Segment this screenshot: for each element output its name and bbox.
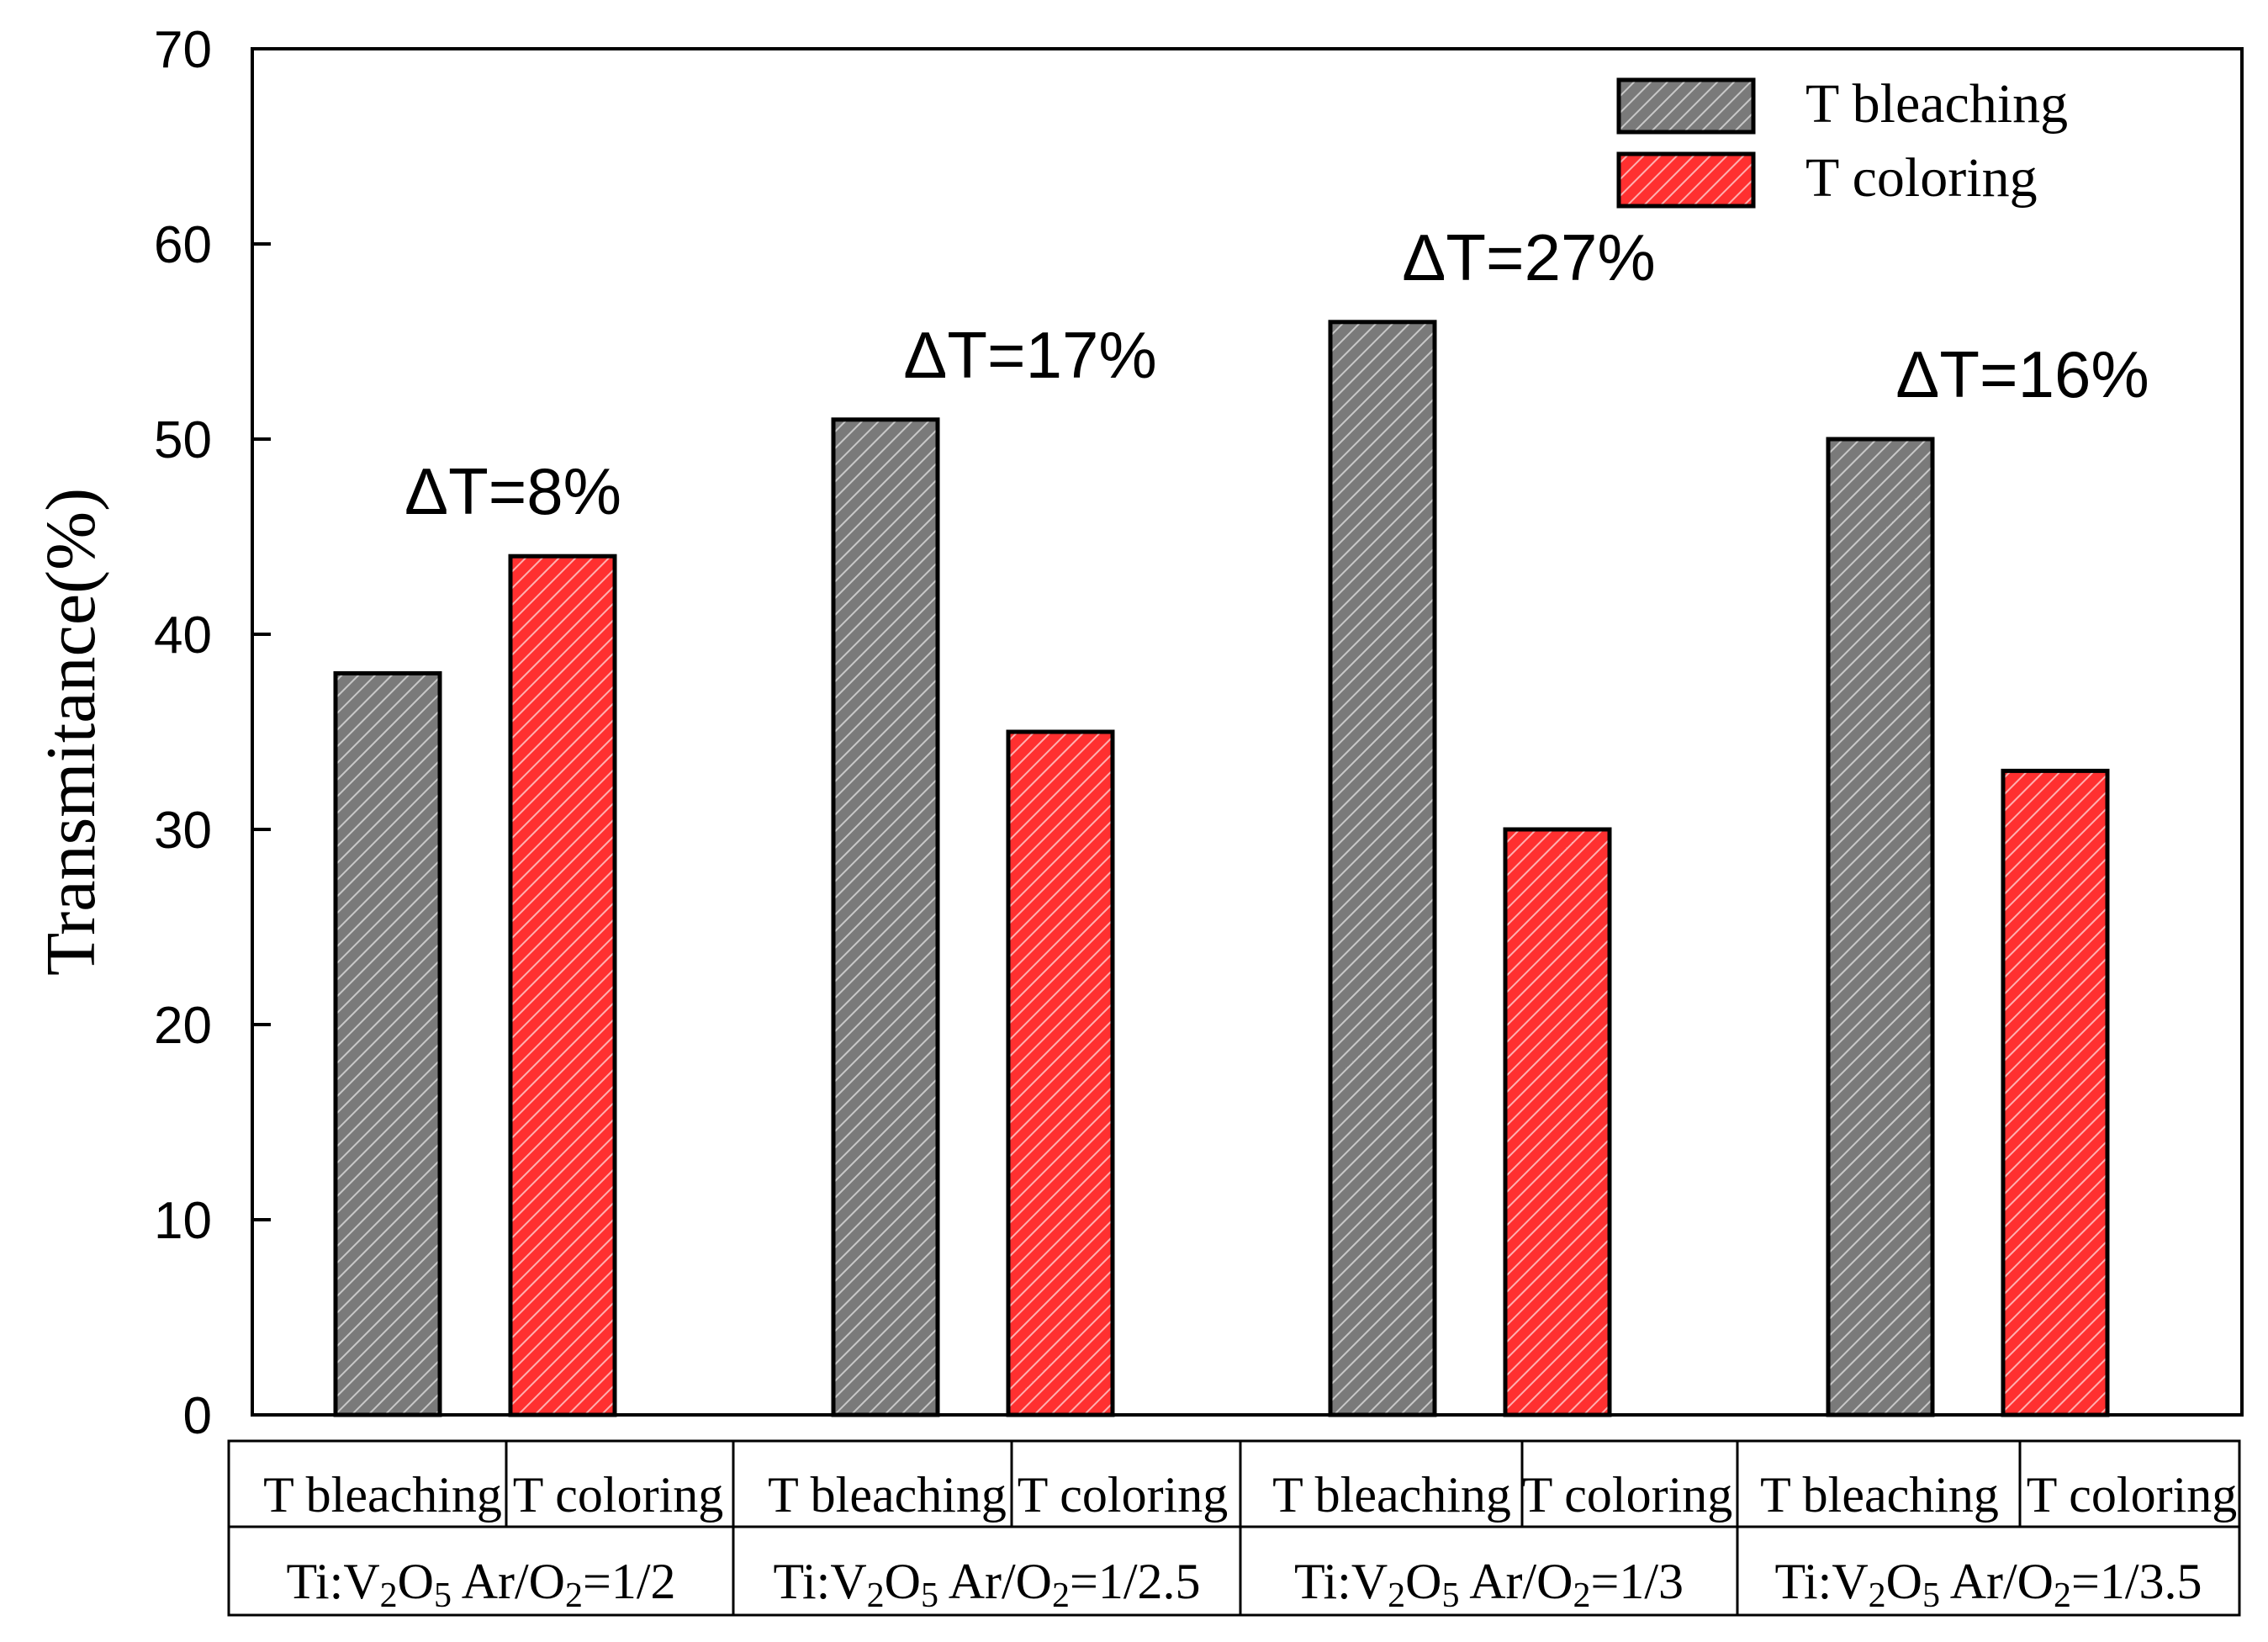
- subscript: 2: [380, 1576, 398, 1615]
- y-tick-label: 40: [154, 606, 212, 665]
- bar-bleaching: [1826, 437, 1935, 1417]
- label-part: Ti:V: [1294, 1554, 1388, 1609]
- label-part: Ar/O: [1460, 1554, 1573, 1609]
- subscript: 2: [1388, 1576, 1405, 1615]
- bar-coloring: [1006, 729, 1115, 1417]
- subscript: 5: [434, 1576, 452, 1615]
- delta-annotation: ΔT=8%: [404, 454, 621, 528]
- subscript: 2: [1869, 1576, 1886, 1615]
- subscript: 2: [1573, 1576, 1591, 1615]
- subscript: 2: [1052, 1576, 1070, 1615]
- y-tick-label: 0: [183, 1387, 212, 1445]
- table-sub-label: T bleaching: [1272, 1467, 1511, 1523]
- legend-label: T bleaching: [1805, 73, 2068, 135]
- label-part: O: [885, 1554, 921, 1609]
- label-part: Ar/O: [1940, 1554, 2054, 1609]
- bar-coloring: [2001, 768, 2110, 1417]
- subscript: 2: [2054, 1576, 2071, 1615]
- label-part: =1/3: [1591, 1554, 1684, 1609]
- subscript: 5: [1442, 1576, 1460, 1615]
- label-part: O: [1886, 1554, 1922, 1609]
- table-sub-label: T bleaching: [1760, 1467, 1999, 1523]
- label-part: Ti:V: [1774, 1554, 1868, 1609]
- bar-bleaching: [333, 670, 442, 1417]
- table-sub-label: T coloring: [2027, 1467, 2238, 1523]
- label-part: O: [1405, 1554, 1441, 1609]
- y-tick-label: 60: [154, 216, 212, 274]
- table-sub-label: T coloring: [1018, 1467, 1229, 1523]
- label-part: Ar/O: [938, 1554, 1052, 1609]
- table-sub-label: T bleaching: [263, 1467, 502, 1523]
- legend-label: T coloring: [1805, 147, 2038, 209]
- y-tick-label: 10: [154, 1192, 212, 1250]
- y-axis-label: Transmitance(%): [32, 488, 110, 976]
- label-part: =1/2: [583, 1554, 676, 1609]
- subscript: 2: [867, 1576, 885, 1615]
- bar-bleaching: [831, 417, 940, 1417]
- y-tick-label: 30: [154, 802, 212, 860]
- y-tick-label: 70: [154, 21, 212, 79]
- y-tick-label: 20: [154, 997, 212, 1055]
- legend-swatch: [1616, 77, 1756, 135]
- table-sub-label: T coloring: [513, 1467, 724, 1523]
- legend-swatch: [1616, 151, 1756, 209]
- y-tick-label: 50: [154, 411, 212, 469]
- bar-coloring: [1503, 827, 1612, 1417]
- subscript: 2: [565, 1576, 583, 1615]
- label-part: Ti:V: [773, 1554, 866, 1609]
- label-part: =1/2.5: [1070, 1554, 1201, 1609]
- subscript: 5: [1922, 1576, 1940, 1615]
- delta-annotation: ΔT=16%: [1895, 337, 2149, 411]
- delta-annotation: ΔT=17%: [903, 318, 1156, 392]
- table-sub-label: T bleaching: [768, 1467, 1007, 1523]
- label-part: =1/3.5: [2071, 1554, 2202, 1609]
- table-group-label: Ti:V2O5 Ar/O2=1/2: [286, 1554, 675, 1615]
- label-part: Ar/O: [452, 1554, 565, 1609]
- table-group-label: Ti:V2O5 Ar/O2=1/3: [1294, 1554, 1684, 1615]
- bar-coloring: [508, 554, 617, 1417]
- table-group-label: Ti:V2O5 Ar/O2=1/3.5: [1774, 1554, 2202, 1615]
- bar-bleaching: [1328, 320, 1437, 1417]
- subscript: 5: [921, 1576, 938, 1615]
- plot-frame: [251, 47, 2244, 1417]
- table-sub-label: T coloring: [1522, 1467, 1733, 1523]
- label-part: O: [398, 1554, 434, 1609]
- table-group-label: Ti:V2O5 Ar/O2=1/2.5: [773, 1554, 1200, 1615]
- delta-annotation: ΔT=27%: [1402, 220, 1655, 294]
- label-part: Ti:V: [286, 1554, 379, 1609]
